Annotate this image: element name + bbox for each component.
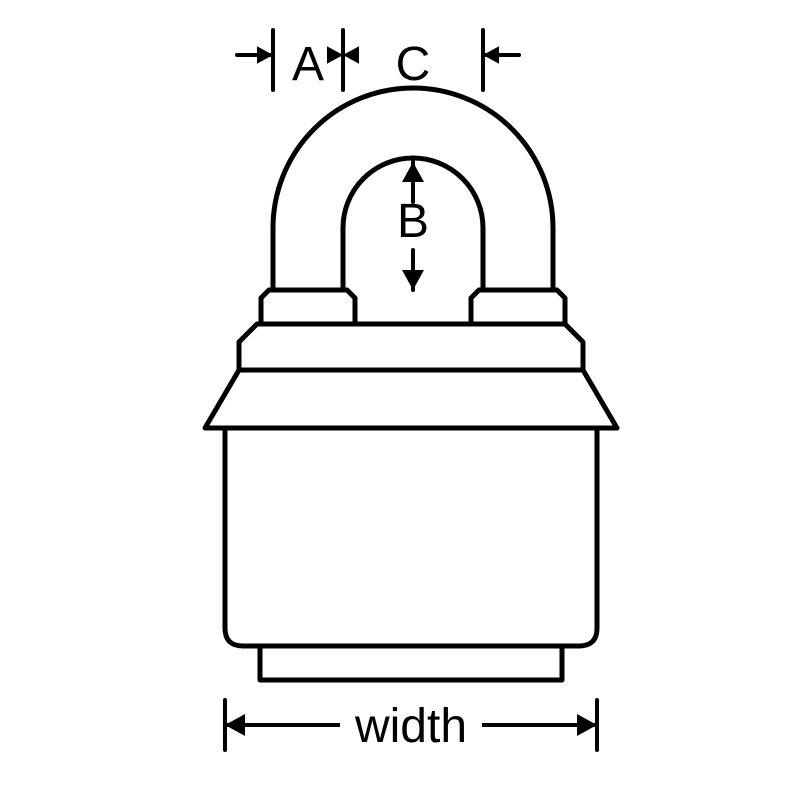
cap-lower [205,370,617,428]
cap-upper [239,324,583,370]
dim-label-A: A [292,38,324,91]
base-plate [260,646,562,680]
dim-A-arrow-right [343,46,359,64]
dim-width-arrow-left [225,714,245,736]
dim-width-arrow-right [577,714,597,736]
padlock-dimension-diagram: A C Bwidth [0,0,800,800]
shackle-collar-right [471,290,565,324]
dim-C-arrow-left [327,46,343,64]
dim-A-arrow-left [257,46,273,64]
dim-label-C: C [396,38,431,91]
dim-B-arrow-up [402,162,424,182]
dim-B-arrow-down [402,270,424,290]
shackle-collar-left [261,290,355,324]
dim-label-B: B [397,195,429,248]
dim-label-width: width [354,700,467,753]
lock-body [225,428,597,646]
dim-C-arrow-right [483,46,499,64]
